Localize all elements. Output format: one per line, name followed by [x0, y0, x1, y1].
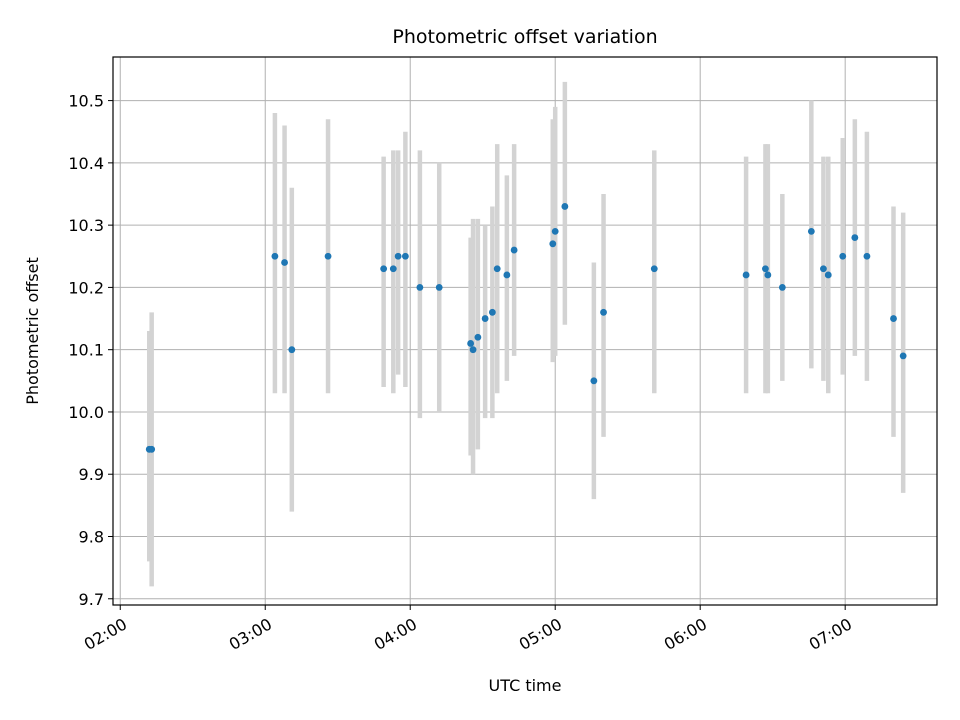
data-points: [145, 203, 907, 453]
data-point: [435, 284, 443, 291]
y-tick-label: 10.4: [68, 154, 104, 173]
data-point: [778, 284, 786, 291]
data-point: [493, 265, 501, 273]
data-point: [764, 271, 772, 279]
data-point: [467, 340, 475, 347]
y-tick-label: 10.3: [68, 216, 104, 235]
y-tick-label: 9.7: [79, 590, 104, 609]
data-point: [839, 252, 847, 260]
y-tick-label: 10.2: [68, 278, 104, 297]
x-tick-label: 05:00: [516, 614, 565, 654]
data-point: [380, 265, 388, 273]
x-tick-label: 06:00: [661, 614, 710, 654]
x-axis-label: UTC time: [489, 676, 562, 695]
data-point: [742, 271, 750, 279]
data-point: [863, 252, 871, 260]
data-point: [394, 252, 402, 260]
y-tick-label: 10.0: [68, 403, 104, 422]
data-point: [510, 246, 518, 254]
data-point: [469, 346, 477, 354]
data-point: [600, 308, 607, 316]
data-point: [401, 252, 409, 260]
data-point: [416, 284, 424, 291]
x-axis-ticks: 02:00 03:00 04:00 05:00 06:00 07:00: [81, 605, 855, 654]
data-point: [899, 352, 907, 360]
data-point: [324, 252, 332, 260]
plot-frame: [112, 56, 938, 606]
data-point: [650, 265, 658, 273]
data-point: [890, 315, 897, 322]
data-point: [762, 265, 769, 273]
chart-title: Photometric offset variation: [392, 26, 657, 48]
data-point: [590, 377, 598, 385]
data-point: [807, 227, 815, 235]
grid: [113, 57, 937, 605]
plot-area: [113, 57, 937, 605]
data-point: [549, 240, 557, 248]
y-tick-label: 9.8: [79, 528, 104, 547]
y-tick-label: 10.1: [68, 341, 104, 360]
y-axis-label: Photometric offset: [23, 257, 42, 405]
data-point: [389, 265, 397, 273]
data-point: [561, 203, 569, 210]
x-tick-label: 07:00: [806, 614, 855, 654]
data-point: [148, 445, 156, 453]
y-tick-label: 10.5: [68, 92, 104, 111]
data-point: [271, 252, 279, 260]
y-axis-ticks: 9.7 9.8 9.9 10.0 10.1 10.2 10.3 10.4 10.5: [68, 92, 113, 609]
data-point: [474, 333, 482, 341]
y-tick-label: 9.9: [79, 465, 104, 484]
x-tick-label: 04:00: [371, 614, 420, 654]
data-point: [281, 259, 288, 266]
x-tick-label: 03:00: [226, 614, 275, 654]
data-point: [481, 315, 489, 322]
data-point: [820, 265, 827, 273]
x-tick-label: 02:00: [81, 614, 130, 654]
data-point: [824, 271, 832, 279]
data-point: [551, 227, 559, 235]
data-point: [288, 346, 296, 354]
data-point: [851, 234, 859, 241]
data-point: [503, 271, 511, 279]
data-point: [488, 308, 496, 316]
